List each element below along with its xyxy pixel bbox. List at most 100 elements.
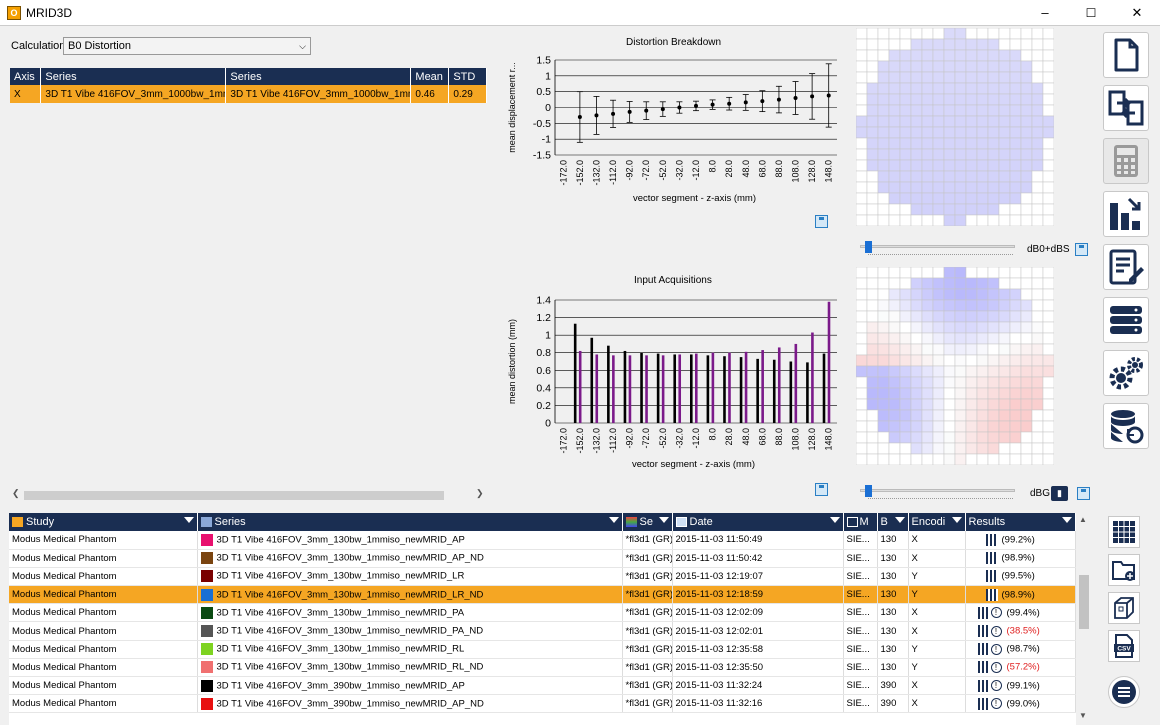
col-sequence[interactable]: Se [622, 513, 673, 531]
b0-slider[interactable] [860, 241, 1020, 259]
heatmap-cell [856, 49, 868, 62]
cell-sequence: *fl3d1 (GR) [622, 567, 673, 587]
cell-encoding: Y [908, 658, 966, 678]
save-chart-icon[interactable] [815, 483, 828, 496]
dropdown-icon[interactable] [829, 517, 840, 523]
col-mean[interactable]: Mean [410, 68, 450, 85]
table-row[interactable]: Modus Medical Phantom 3D T1 Vibe 416FOV_3… [9, 640, 1076, 659]
table-row[interactable]: Modus Medical Phantom 3D T1 Vibe 416FOV_3… [9, 549, 1076, 568]
csv-export-button[interactable]: CSV [1108, 630, 1140, 662]
col-series-1[interactable]: Series [40, 68, 227, 85]
col-series-2[interactable]: Series [225, 68, 412, 85]
scroll-thumb[interactable] [24, 491, 444, 500]
grid-view-button[interactable] [1108, 516, 1140, 548]
cell-results[interactable]: ! (99.4%) [965, 603, 1076, 623]
scroll-right-icon[interactable]: ❯ [476, 488, 484, 498]
heatmap-cell [1042, 288, 1054, 301]
col-manufacturer[interactable]: M [843, 513, 878, 531]
new-document-button[interactable] [1103, 32, 1149, 78]
table-row[interactable]: Modus Medical Phantom 3D T1 Vibe 416FOV_3… [9, 531, 1076, 550]
info-icon[interactable]: ! [990, 607, 1002, 619]
add-folder-button[interactable] [1108, 554, 1140, 586]
report-edit-button[interactable] [1103, 244, 1149, 290]
cell-results[interactable]: ! (98.7%) [965, 640, 1076, 659]
save-heatmap-icon[interactable] [1075, 243, 1088, 256]
import-export-button[interactable] [1103, 85, 1149, 131]
table-row[interactable]: Modus Medical Phantom 3D T1 Vibe 416FOV_3… [9, 694, 1076, 714]
scroll-thumb[interactable] [1079, 575, 1089, 629]
menu-button[interactable] [1108, 676, 1140, 708]
cell-results[interactable]: ! (38.5%) [965, 621, 1076, 641]
close-button[interactable]: ✕ [1131, 5, 1143, 20]
result-grid-icon[interactable] [985, 588, 998, 601]
col-series[interactable]: Series [197, 513, 623, 531]
maximize-button[interactable]: ☐ [1085, 6, 1097, 20]
slider-thumb[interactable] [865, 485, 872, 497]
info-icon[interactable]: ! [990, 661, 1002, 673]
result-grid-icon[interactable] [977, 643, 990, 656]
save-chart-icon[interactable] [815, 215, 828, 228]
calculation-select[interactable]: B0 Distortion ⌵ [63, 37, 311, 55]
dropdown-icon[interactable] [183, 517, 194, 523]
scroll-down-icon[interactable]: ▼ [1079, 711, 1087, 720]
vertical-scrollbar[interactable]: ▲ ▼ [1076, 513, 1092, 725]
result-grid-icon[interactable] [977, 606, 990, 619]
result-grid-icon[interactable] [985, 570, 998, 583]
dropdown-icon[interactable] [894, 517, 905, 523]
dropdown-icon[interactable] [608, 517, 619, 523]
dropdown-icon[interactable] [1061, 517, 1072, 523]
cell-results[interactable]: (98.9%) [965, 549, 1076, 568]
info-icon[interactable]: ! [990, 643, 1002, 655]
server-button[interactable] [1103, 297, 1149, 343]
col-study[interactable]: Study [9, 513, 198, 531]
scroll-left-icon[interactable]: ❮ [12, 488, 20, 498]
col-results[interactable]: Results [965, 513, 1076, 531]
cell-results[interactable]: (98.9%) [965, 585, 1076, 605]
cell-results[interactable]: ! (57.2%) [965, 658, 1076, 678]
table-row[interactable]: Modus Medical Phantom 3D T1 Vibe 416FOV_3… [9, 676, 1076, 696]
table-row[interactable]: X 3D T1 Vibe 416FOV_3mm_1000bw_1mmis... … [10, 85, 487, 103]
bg-slider-label: dBG [1030, 488, 1051, 499]
chart-export-button[interactable] [1103, 191, 1149, 237]
bg-slider[interactable] [860, 485, 1020, 503]
cell-results[interactable]: (99.2%) [965, 531, 1076, 550]
save-heatmap-icon[interactable] [1077, 487, 1090, 500]
col-date[interactable]: Date [672, 513, 844, 531]
heatmap-cell [932, 159, 945, 172]
lock-icon[interactable]: ▮ [1051, 486, 1068, 501]
cell-results[interactable]: ! (99.1%) [965, 676, 1076, 696]
col-encoding[interactable]: Encodi [908, 513, 966, 531]
database-restore-button[interactable] [1103, 403, 1149, 449]
heatmap-cell [910, 60, 923, 73]
info-icon[interactable]: ! [990, 698, 1002, 710]
result-grid-icon[interactable] [977, 625, 990, 638]
result-grid-icon[interactable] [977, 679, 990, 692]
dropdown-icon[interactable] [951, 517, 962, 523]
scroll-up-icon[interactable]: ▲ [1079, 515, 1087, 524]
table-row[interactable]: Modus Medical Phantom 3D T1 Vibe 416FOV_3… [9, 658, 1076, 678]
horizontal-scrollbar[interactable]: ❮ ❯ [10, 488, 488, 503]
heatmap-cell [856, 170, 868, 183]
result-grid-icon[interactable] [985, 533, 998, 546]
3d-cube-button[interactable] [1108, 592, 1140, 624]
col-bandwidth[interactable]: B [877, 513, 909, 531]
col-axis[interactable]: Axis [10, 68, 42, 85]
cell-results[interactable]: ! (99.0%) [965, 694, 1076, 714]
heatmap-cell [1009, 104, 1022, 117]
table-row[interactable]: Modus Medical Phantom 3D T1 Vibe 416FOV_3… [9, 603, 1076, 623]
info-icon[interactable]: ! [990, 680, 1002, 692]
dropdown-icon[interactable] [658, 517, 669, 523]
table-row[interactable]: Modus Medical Phantom 3D T1 Vibe 416FOV_3… [9, 567, 1076, 587]
cell-results[interactable]: (99.5%) [965, 567, 1076, 587]
table-row[interactable]: Modus Medical Phantom 3D T1 Vibe 416FOV_3… [9, 585, 1076, 605]
info-icon[interactable]: ! [990, 625, 1002, 637]
minimize-button[interactable]: – [1041, 5, 1049, 20]
result-grid-icon[interactable] [977, 661, 990, 674]
settings-button[interactable] [1103, 350, 1149, 396]
calculator-button[interactable] [1103, 138, 1149, 184]
result-grid-icon[interactable] [985, 552, 998, 565]
slider-thumb[interactable] [865, 241, 872, 253]
result-grid-icon[interactable] [977, 697, 990, 710]
table-row[interactable]: Modus Medical Phantom 3D T1 Vibe 416FOV_3… [9, 621, 1076, 641]
col-std[interactable]: STD [448, 68, 487, 85]
